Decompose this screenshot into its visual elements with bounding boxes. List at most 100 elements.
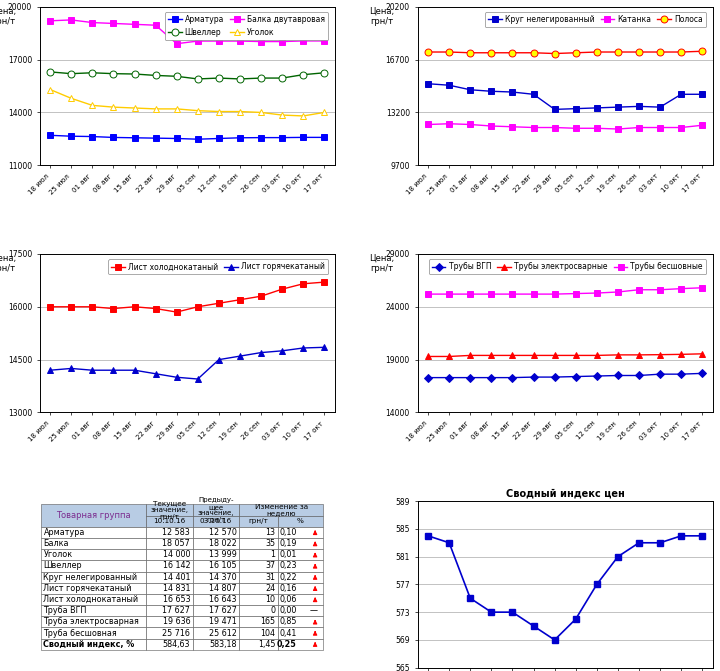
Bar [192, 527, 239, 538]
Text: 0,10: 0,10 [279, 528, 297, 537]
Bar [239, 516, 278, 527]
Bar [192, 582, 239, 594]
Bar [41, 538, 146, 549]
Bar [278, 549, 323, 560]
Bar [278, 538, 323, 549]
Text: 13 999: 13 999 [209, 550, 237, 560]
Text: 0,85: 0,85 [279, 617, 297, 626]
Text: 16 653: 16 653 [163, 595, 190, 604]
Bar [239, 605, 278, 616]
Bar [146, 538, 192, 549]
Text: 03.10.16: 03.10.16 [199, 518, 232, 524]
Legend: Лист холоднокатаный, Лист горячекатаный: Лист холоднокатаный, Лист горячекатаный [108, 259, 328, 274]
Bar [146, 639, 192, 650]
Text: Круг нелегированный: Круг нелегированный [43, 572, 138, 582]
Text: 35: 35 [265, 539, 275, 548]
Text: Товарная группа: Товарная группа [56, 511, 131, 520]
Y-axis label: Цена,
грн/т: Цена, грн/т [369, 254, 395, 273]
Legend: Круг нелегированный, Катанка, Полоса: Круг нелегированный, Катанка, Полоса [485, 12, 706, 28]
Text: 12 583: 12 583 [163, 528, 190, 537]
Text: 31: 31 [265, 572, 275, 582]
Bar [239, 616, 278, 627]
Text: 14 401: 14 401 [163, 572, 190, 582]
Text: 10: 10 [265, 595, 275, 604]
Bar [146, 594, 192, 605]
Text: 17 627: 17 627 [209, 606, 237, 615]
Title: Сводный индекс цен: Сводный индекс цен [505, 489, 625, 499]
Text: Труба ВГП: Труба ВГП [43, 606, 87, 615]
Bar [239, 582, 278, 594]
Bar [192, 572, 239, 582]
Text: 1: 1 [270, 550, 275, 560]
Text: Швеллер: Швеллер [43, 562, 82, 570]
Text: Лист холоднокатаный: Лист холоднокатаный [43, 595, 138, 604]
Text: 18 057: 18 057 [163, 539, 190, 548]
Text: 0,06: 0,06 [279, 595, 297, 604]
Bar [41, 616, 146, 627]
Text: Балка: Балка [43, 539, 69, 548]
Bar [146, 549, 192, 560]
Y-axis label: Цена,
грн/т: Цена, грн/т [0, 7, 17, 26]
Bar [146, 560, 192, 572]
Bar [146, 516, 192, 527]
Bar [278, 527, 323, 538]
Text: 14 370: 14 370 [210, 572, 237, 582]
Text: 0,19: 0,19 [279, 539, 297, 548]
Bar [192, 616, 239, 627]
Bar [239, 505, 323, 516]
Bar [146, 572, 192, 582]
Bar [41, 627, 146, 639]
Text: Труба электросварная: Труба электросварная [43, 617, 139, 626]
Text: 0,25: 0,25 [277, 639, 297, 649]
Text: Предыду-
щее
значение,
грн/т: Предыду- щее значение, грн/т [197, 497, 234, 523]
Text: 165: 165 [260, 617, 275, 626]
Bar [192, 505, 239, 516]
Text: 25 716: 25 716 [162, 629, 190, 637]
Text: 16 643: 16 643 [210, 595, 237, 604]
Bar [239, 594, 278, 605]
Text: 16 105: 16 105 [210, 562, 237, 570]
Y-axis label: Цена,
грн/т: Цена, грн/т [369, 7, 395, 26]
Text: Труба бесшовная: Труба бесшовная [43, 629, 117, 637]
Bar [192, 594, 239, 605]
Text: Арматура: Арматура [43, 528, 85, 537]
Text: 16 142: 16 142 [163, 562, 190, 570]
Bar [146, 582, 192, 594]
Bar [41, 605, 146, 616]
Text: 104: 104 [260, 629, 275, 637]
Text: 13: 13 [265, 528, 275, 537]
Bar [278, 594, 323, 605]
Text: 0: 0 [270, 606, 275, 615]
Text: 0,00: 0,00 [279, 606, 297, 615]
Text: 0,01: 0,01 [279, 550, 297, 560]
Text: Уголок: Уголок [43, 550, 73, 560]
Text: Текущее
значение,
грн/т: Текущее значение, грн/т [150, 501, 188, 519]
Bar [41, 639, 146, 650]
Text: —: — [310, 606, 318, 615]
Text: 19 636: 19 636 [163, 617, 190, 626]
Bar [192, 639, 239, 650]
Text: 14 807: 14 807 [210, 584, 237, 592]
Bar [192, 516, 239, 527]
Text: 12 570: 12 570 [209, 528, 237, 537]
Y-axis label: Цена,
грн/т: Цена, грн/т [0, 254, 17, 273]
Text: 25 612: 25 612 [209, 629, 237, 637]
Bar [146, 527, 192, 538]
Text: 37: 37 [265, 562, 275, 570]
Bar [239, 560, 278, 572]
Text: 0,16: 0,16 [279, 584, 297, 592]
Bar [239, 538, 278, 549]
Text: Сводный индекс, %: Сводный индекс, % [43, 639, 135, 649]
Text: 10.10.16: 10.10.16 [153, 518, 185, 524]
Bar [278, 605, 323, 616]
Bar [239, 572, 278, 582]
Text: 583,18: 583,18 [210, 639, 237, 649]
Bar [192, 560, 239, 572]
Text: 19 471: 19 471 [209, 617, 237, 626]
Bar [239, 549, 278, 560]
Bar [278, 516, 323, 527]
Bar [278, 616, 323, 627]
Bar [278, 560, 323, 572]
Text: Изменение за
неделю: Изменение за неделю [255, 504, 308, 516]
Bar [278, 582, 323, 594]
